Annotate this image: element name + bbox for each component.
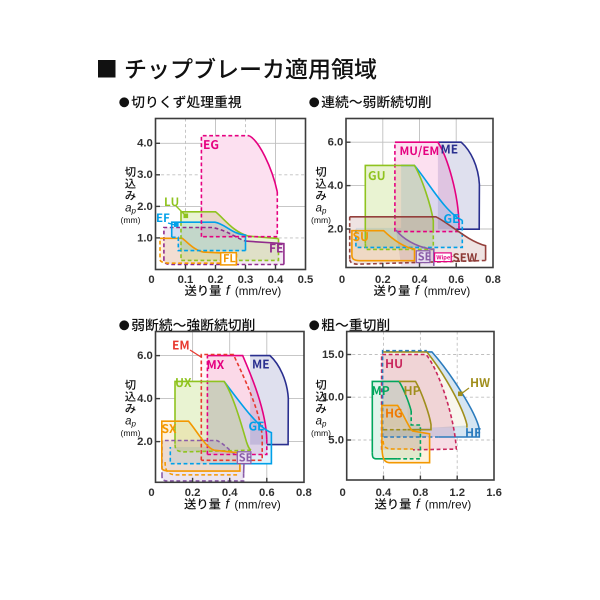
svg-text:2.0: 2.0 — [328, 223, 344, 235]
svg-text:f: f — [415, 283, 420, 298]
svg-text:f: f — [416, 497, 421, 512]
svg-text:0.4: 0.4 — [412, 274, 428, 286]
svg-text:0.2: 0.2 — [375, 274, 391, 286]
svg-text:f: f — [226, 283, 231, 298]
svg-text:ap: ap — [125, 415, 136, 428]
svg-text:1.6: 1.6 — [486, 487, 502, 499]
svg-text:15.0: 15.0 — [322, 349, 344, 361]
svg-text:0.8: 0.8 — [296, 487, 312, 499]
svg-text:0.8: 0.8 — [485, 274, 501, 286]
svg-text:0: 0 — [148, 487, 154, 499]
svg-text:(mm/rev): (mm/rev) — [424, 285, 471, 298]
svg-text:5.0: 5.0 — [328, 434, 344, 446]
svg-text:4.0: 4.0 — [137, 393, 153, 405]
svg-text:ap: ap — [316, 415, 327, 428]
svg-text:0.4: 0.4 — [268, 274, 284, 286]
svg-text:(mm): (mm) — [120, 428, 140, 438]
svg-text:1.2: 1.2 — [449, 487, 465, 499]
svg-text:0.4: 0.4 — [222, 487, 238, 499]
svg-text:0: 0 — [339, 274, 345, 286]
svg-text:0.2: 0.2 — [208, 274, 224, 286]
svg-text:0.1: 0.1 — [178, 274, 194, 286]
svg-text:3.0: 3.0 — [137, 169, 153, 181]
svg-text:1.0: 1.0 — [137, 232, 153, 244]
svg-text:2.0: 2.0 — [137, 436, 153, 448]
svg-text:0: 0 — [340, 487, 346, 499]
svg-text:2.0: 2.0 — [137, 201, 153, 213]
svg-text:(mm/rev): (mm/rev) — [425, 499, 472, 512]
svg-text:(mm/rev): (mm/rev) — [235, 285, 282, 298]
svg-text:(mm/rev): (mm/rev) — [234, 499, 281, 512]
svg-text:0.4: 0.4 — [376, 487, 392, 499]
svg-text:0.6: 0.6 — [259, 487, 275, 499]
svg-text:6.0: 6.0 — [328, 137, 344, 149]
svg-text:0.2: 0.2 — [185, 487, 201, 499]
svg-text:0.3: 0.3 — [238, 274, 254, 286]
svg-text:(mm): (mm) — [311, 215, 331, 225]
svg-text:f: f — [225, 497, 230, 512]
svg-text:ap: ap — [125, 202, 136, 215]
svg-text:ap: ap — [316, 202, 327, 215]
svg-text:(mm): (mm) — [311, 428, 331, 438]
svg-text:(mm): (mm) — [120, 215, 140, 225]
svg-text:10.0: 10.0 — [322, 392, 344, 404]
svg-text:4.0: 4.0 — [137, 138, 153, 150]
svg-text:0.6: 0.6 — [448, 274, 464, 286]
svg-text:6.0: 6.0 — [137, 350, 153, 362]
svg-text:0.8: 0.8 — [413, 487, 429, 499]
svg-text:0: 0 — [148, 274, 154, 286]
svg-text:4.0: 4.0 — [328, 180, 344, 192]
svg-text:0.5: 0.5 — [298, 274, 314, 286]
